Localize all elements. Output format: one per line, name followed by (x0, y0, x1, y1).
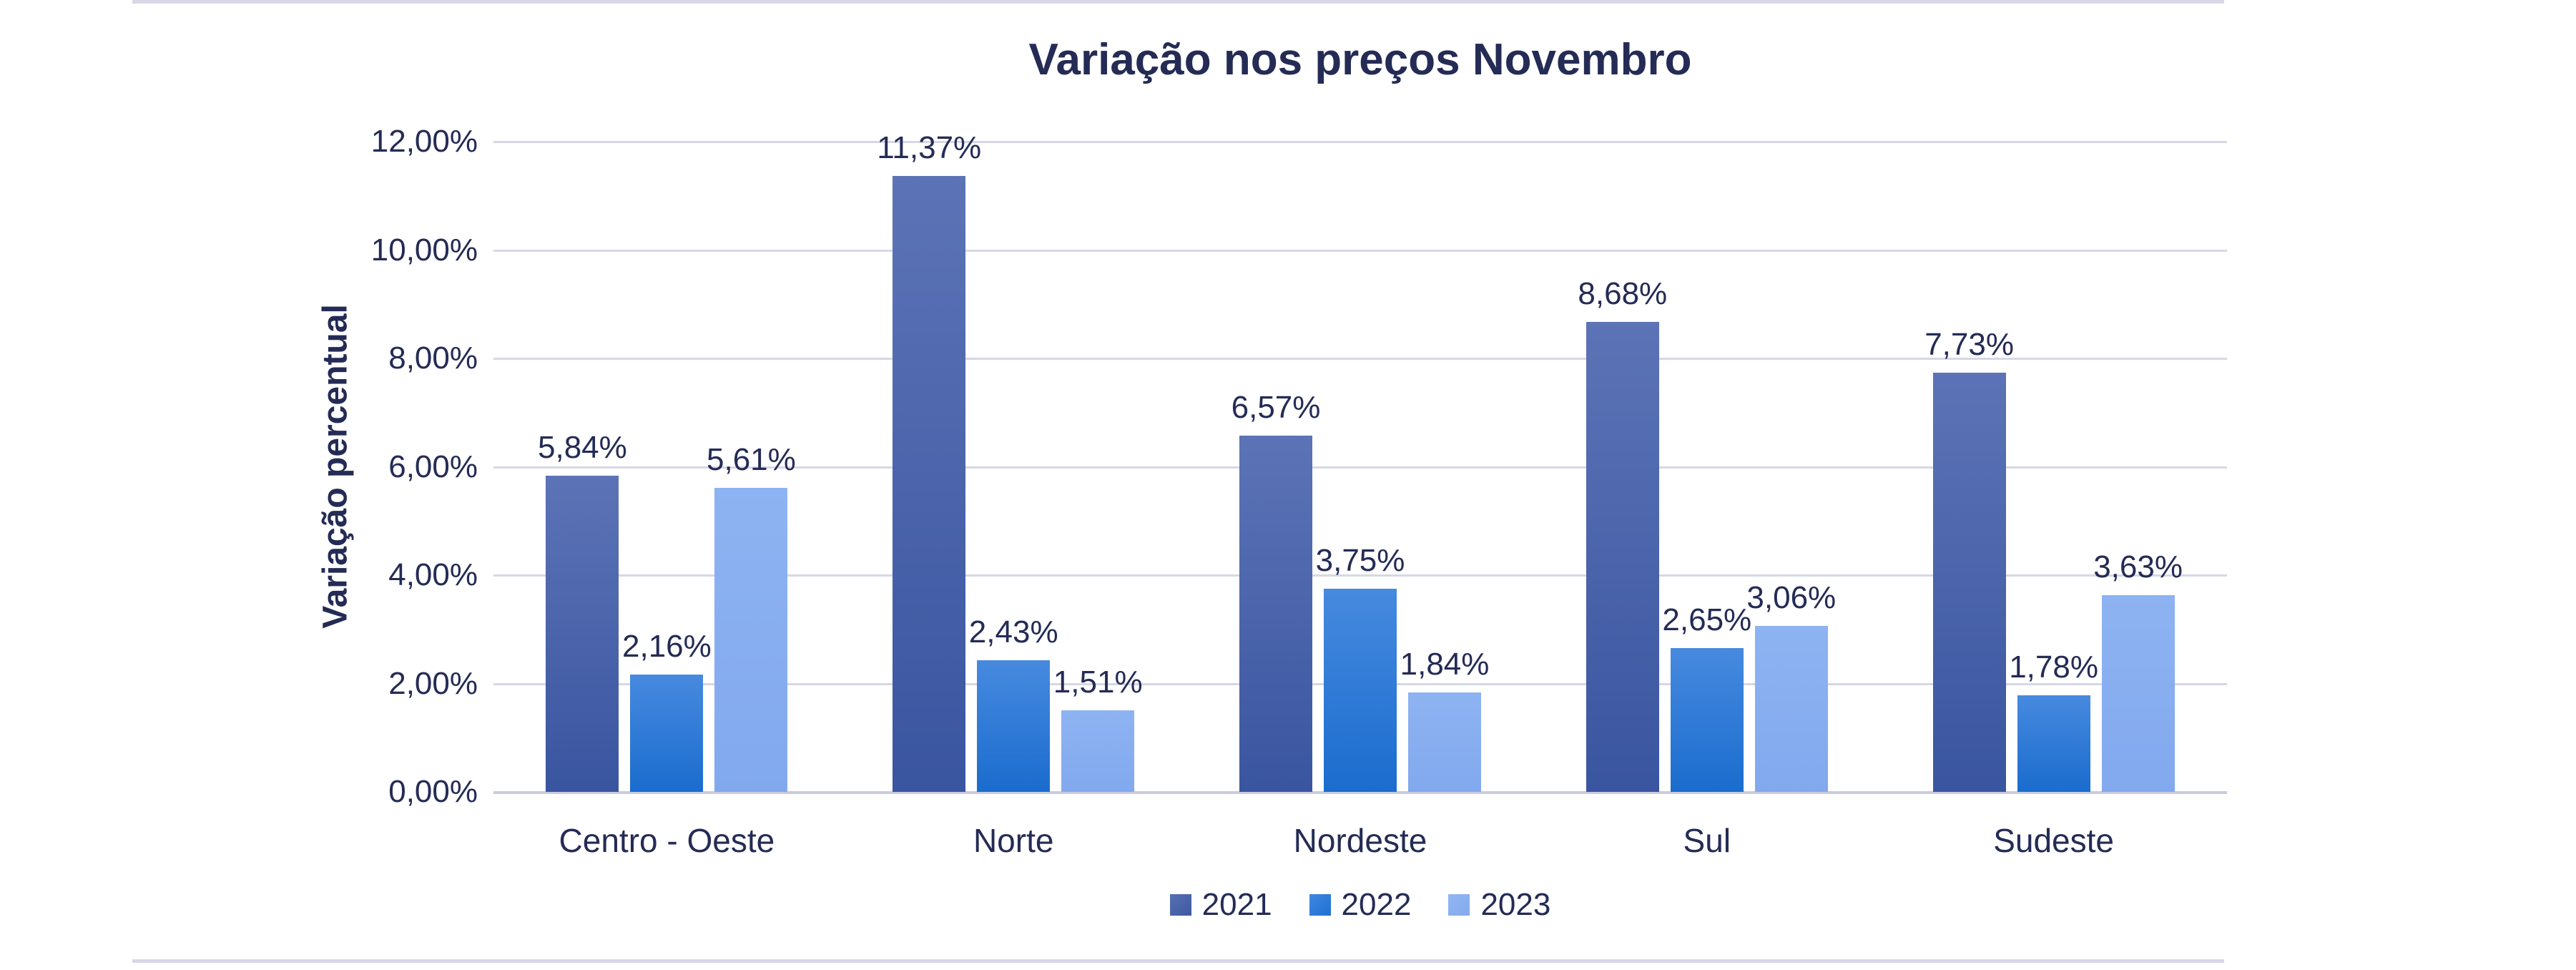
data-label-2023-Norte: 1,51% (1053, 664, 1143, 700)
x-axis-line (493, 791, 2227, 794)
data-label-2021-Nordeste: 6,57% (1231, 390, 1321, 426)
data-label-2022-Centro - Oeste: 2,16% (622, 629, 712, 665)
data-label-2022-Sul: 2,65% (1662, 602, 1752, 638)
data-label-2023-Nordeste: 1,84% (1400, 646, 1490, 682)
data-label-2021-Centro - Oeste: 5,84% (538, 429, 627, 465)
gridline (493, 574, 2227, 577)
legend-item-2022: 2022 (1309, 887, 1412, 923)
gridline (493, 141, 2227, 143)
data-label-2022-Norte: 2,43% (968, 614, 1058, 650)
y-tick-label: 4,00% (388, 557, 478, 592)
bar-2021-Norte (893, 175, 966, 792)
data-label-2023-Centro - Oeste: 5,61% (707, 442, 796, 478)
bar-2022-Nordeste (1324, 588, 1397, 792)
bar-2023-Nordeste (1408, 692, 1481, 792)
legend: 2021 2022 2023 (493, 887, 2227, 923)
legend-label-2023: 2023 (1480, 887, 1551, 922)
bar-2022-Sudeste (2017, 695, 2090, 792)
data-label-2021-Sudeste: 7,73% (1924, 327, 2014, 363)
bar-2023-Sudeste (2101, 595, 2175, 792)
y-tick-label: 10,00% (370, 232, 478, 268)
category-label-Norte: Norte (973, 822, 1054, 859)
data-label-2022-Nordeste: 3,75% (1315, 542, 1405, 578)
bar-2021-Centro - Oeste (546, 475, 619, 792)
data-label-2023-Sul: 3,06% (1746, 580, 1837, 616)
legend-swatch-2022 (1309, 894, 1331, 916)
gridline (493, 466, 2227, 469)
category-label-Sul: Sul (1683, 822, 1731, 859)
category-label-Sudeste: Sudeste (1993, 822, 2114, 859)
data-label-2022-Sudeste: 1,78% (2009, 650, 2098, 685)
bar-2021-Sul (1586, 321, 1659, 792)
legend-swatch-2023 (1448, 894, 1470, 916)
bottom-rule (132, 959, 2224, 963)
y-tick-label: 0,00% (388, 774, 478, 809)
bar-2022-Norte (977, 660, 1051, 792)
y-tick-label: 8,00% (388, 341, 478, 376)
data-label-2023-Sudeste: 3,63% (2093, 549, 2183, 585)
category-label-Centro - Oeste: Centro - Oeste (559, 822, 775, 859)
top-rule (132, 0, 2224, 4)
bar-2021-Sudeste (1932, 373, 2006, 792)
data-label-2021-Norte: 11,37% (877, 129, 982, 165)
gridline (493, 358, 2227, 360)
legend-item-2023: 2023 (1448, 887, 1550, 923)
y-tick-label: 6,00% (388, 449, 478, 484)
bar-2023-Sul (1754, 626, 1828, 792)
legend-label-2022: 2022 (1341, 887, 1412, 922)
legend-item-2021: 2021 (1169, 887, 1272, 923)
bar-2021-Nordeste (1239, 436, 1312, 792)
y-tick-label: 12,00% (370, 124, 478, 159)
bar-2022-Sul (1670, 648, 1744, 792)
bar-2022-Centro - Oeste (630, 675, 704, 792)
legend-label-2021: 2021 (1201, 887, 1272, 922)
plot-area: 5,84% 2,16% 5,61% 11,37% 2,43% 1,51% 6,57% 3,75… (493, 130, 2227, 794)
chart-title: Variação nos preços Novembro (1028, 35, 1692, 84)
bar-2023-Centro - Oeste (714, 488, 788, 792)
bar-2023-Norte (1061, 710, 1135, 792)
y-tick-label: 2,00% (388, 665, 478, 701)
category-label-Nordeste: Nordeste (1293, 822, 1427, 859)
legend-swatch-2021 (1169, 894, 1191, 916)
gridline (493, 249, 2227, 252)
data-label-2021-Sul: 8,68% (1578, 275, 1668, 311)
